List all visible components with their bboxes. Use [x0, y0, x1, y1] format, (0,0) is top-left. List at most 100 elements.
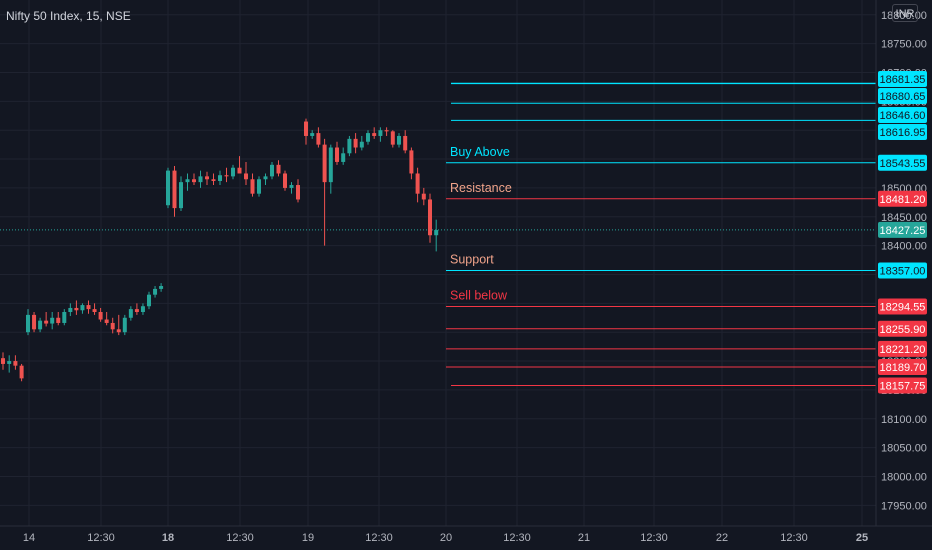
x-tick-label: 25	[856, 532, 868, 544]
candle-body	[7, 361, 12, 364]
candle-body	[390, 131, 395, 145]
candle-body	[134, 309, 139, 312]
candle-body	[409, 150, 414, 174]
candle-body	[310, 133, 315, 136]
candle-body	[116, 329, 121, 333]
price-tag: 18189.70	[878, 359, 927, 376]
annotations: Buy Above Resistance Support Sell below	[450, 145, 512, 303]
candle-body	[56, 317, 61, 323]
last-price-tag: 18427.25	[878, 221, 927, 238]
x-tick-label: 18	[162, 532, 174, 544]
time-axis[interactable]: 14 12:30 18 12:30 19 12:30 20 12:30 21 12:30 22 12:…	[23, 532, 868, 544]
candle-body	[98, 312, 103, 320]
candle-body	[341, 153, 346, 162]
candle-body	[68, 307, 73, 312]
candle-body	[218, 175, 222, 181]
candle-body	[428, 199, 432, 236]
candle-body	[335, 147, 339, 162]
price-tag-bg	[878, 298, 927, 315]
candle-body	[211, 179, 216, 181]
candle-body	[328, 147, 333, 183]
annotation-label: Sell below	[450, 288, 508, 302]
candles	[1, 118, 439, 382]
x-tick-label: 12:30	[365, 532, 393, 544]
candle-body	[62, 312, 67, 323]
candle-body	[205, 176, 209, 180]
candle-body	[250, 179, 255, 194]
candle-body	[384, 130, 389, 132]
y-tick-label: 18100.00	[881, 414, 927, 426]
candle-body	[44, 320, 49, 324]
price-tag-label: 18481.20	[880, 194, 926, 206]
candle-body	[50, 317, 55, 324]
price-tag-bg	[878, 88, 927, 104]
price-tag: 18294.55	[878, 298, 927, 315]
currency-button[interactable]: INR	[892, 4, 918, 22]
candle-body	[372, 133, 377, 136]
candle-body	[110, 322, 115, 330]
symbol-title[interactable]: Nifty 50 Index, 15, NSE	[6, 9, 131, 23]
y-tick-label: 18750.00	[881, 39, 927, 51]
price-tag: 18221.20	[878, 340, 927, 357]
candle-body	[128, 309, 133, 318]
candle-body	[322, 144, 327, 183]
candle-body	[80, 305, 85, 311]
candle-body	[231, 167, 235, 177]
y-tick-label: 18400.00	[881, 241, 927, 253]
candle-body	[192, 179, 196, 183]
candle-body	[237, 167, 242, 174]
x-tick-label: 21	[578, 532, 590, 544]
price-tag-label: 18616.95	[880, 127, 926, 139]
candle-body	[38, 320, 43, 330]
last-price-tag-label: 18427.25	[880, 225, 926, 237]
candle-body	[421, 193, 426, 200]
candle-body	[172, 170, 177, 209]
annotation-label: Resistance	[450, 181, 512, 195]
last-price-tag-bg	[878, 221, 927, 238]
candle-body	[198, 176, 203, 183]
candle-body	[26, 314, 30, 333]
price-tag-label: 18221.20	[880, 344, 926, 356]
candle-body	[397, 135, 401, 145]
candle-body	[353, 138, 358, 148]
candle-body	[19, 365, 24, 379]
x-tick-label: 12:30	[226, 532, 254, 544]
x-tick-label: 20	[440, 532, 452, 544]
candle-body	[415, 173, 420, 194]
price-tag-label: 18646.60	[880, 110, 926, 122]
candle-body	[403, 135, 408, 151]
candle-body	[224, 175, 229, 177]
price-tag-bg	[878, 359, 927, 376]
candle-body	[283, 173, 287, 188]
annotation-label: Support	[450, 252, 494, 266]
price-tag-bg	[878, 154, 927, 171]
candle-body	[263, 176, 268, 180]
annotation-label: Buy Above	[450, 145, 510, 159]
price-tag-label: 18255.90	[880, 324, 926, 336]
price-tag-bg	[878, 107, 927, 123]
candle-body	[159, 286, 164, 289]
price-tag-label: 18543.55	[880, 158, 926, 170]
y-tick-label: 17950.00	[881, 500, 927, 512]
candle-body	[185, 179, 190, 183]
price-tag: 18616.95	[878, 124, 927, 140]
price-tag-label: 18294.55	[880, 301, 926, 313]
x-tick-label: 12:30	[640, 532, 668, 544]
candle-body	[13, 361, 18, 366]
y-tick-label: 18000.00	[881, 471, 927, 483]
y-tick-label: 18450.00	[881, 212, 927, 224]
price-tag-bg	[878, 190, 927, 207]
candle-body	[92, 309, 97, 312]
price-tag-bg	[878, 262, 927, 279]
candle-body	[74, 307, 79, 311]
candle-body	[270, 164, 274, 177]
x-tick-label: 12:30	[503, 532, 531, 544]
candle-body	[276, 164, 281, 174]
candle-body	[366, 133, 370, 142]
candle-body	[122, 317, 127, 333]
candle-body	[104, 319, 109, 323]
x-tick-label: 12:30	[780, 532, 808, 544]
price-tag: 18157.75	[878, 377, 927, 394]
